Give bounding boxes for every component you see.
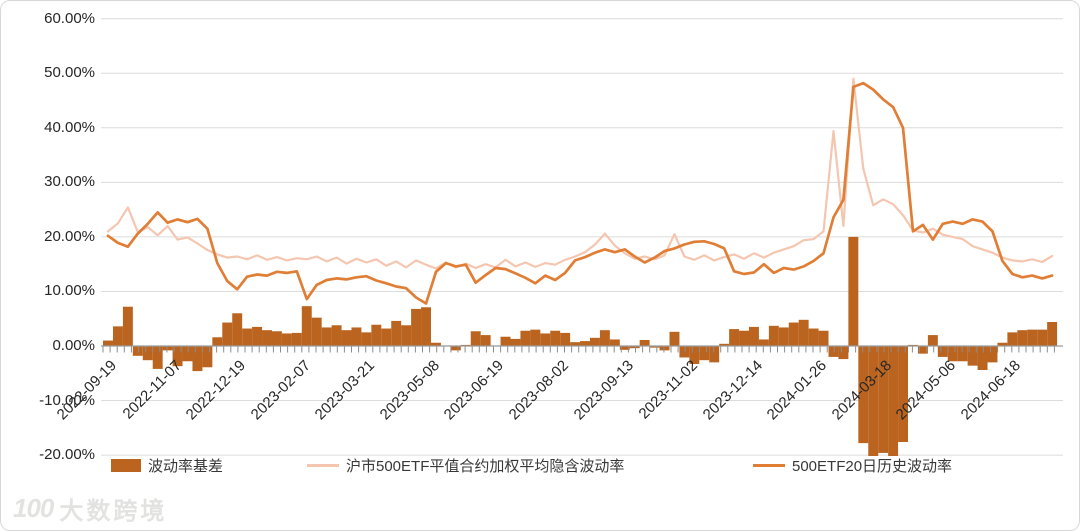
y-axis-tick-label: 20.00% bbox=[44, 227, 95, 245]
y-axis-tick-label: 10.00% bbox=[44, 282, 95, 300]
legend-item-basis: 波动率基差 bbox=[111, 453, 223, 477]
y-axis-tick-label: 30.00% bbox=[44, 173, 95, 191]
legend-label-hist-vol: 500ETF20日历史波动率 bbox=[792, 457, 953, 475]
basis-swatch-icon bbox=[111, 458, 141, 472]
hist-vol-swatch-icon bbox=[753, 463, 785, 467]
y-axis-tick-label: 0.00% bbox=[52, 337, 95, 354]
legend-label-basis: 波动率基差 bbox=[148, 457, 224, 475]
y-axis-tick-label: 40.00% bbox=[44, 118, 95, 136]
watermark-logo: 100 bbox=[13, 493, 54, 523]
legend-label-implied-vol: 沪市500ETF平值合约加权平均隐含波动率 bbox=[346, 457, 625, 475]
y-axis-tick-label: 50.00% bbox=[44, 64, 95, 82]
y-axis-tick-label: -20.00% bbox=[39, 446, 95, 464]
legend: 波动率基差 沪市500ETF平值合约加权平均隐含波动率 500ETF20日历史波… bbox=[1, 453, 1079, 481]
y-axis-tick-label: 60.00% bbox=[44, 9, 95, 27]
implied-vol-swatch-icon bbox=[307, 463, 339, 467]
watermark-text: 大数跨境 bbox=[59, 498, 168, 525]
legend-item-implied-vol: 沪市500ETF平值合约加权平均隐含波动率 bbox=[307, 453, 624, 477]
legend-item-hist-vol: 500ETF20日历史波动率 bbox=[753, 453, 952, 477]
watermark: 100 大数跨境 bbox=[13, 491, 167, 526]
y-axis-tick-label: -10.00% bbox=[39, 391, 95, 409]
